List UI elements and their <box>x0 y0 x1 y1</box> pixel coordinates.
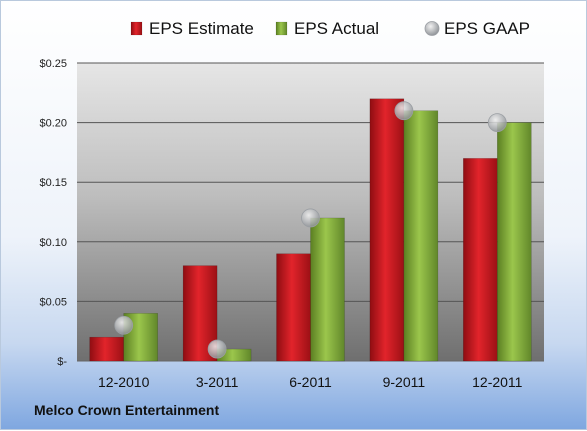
point-eps-gaap-3-2011 <box>207 339 227 359</box>
point-eps-gaap-9-2011 <box>394 101 414 121</box>
legend-swatch-eps-estimate <box>130 21 143 36</box>
x-tick-label: 6-2011 <box>289 374 332 390</box>
y-tick-label: $0.05 <box>39 296 67 308</box>
x-tick-label: 12-2011 <box>472 374 523 390</box>
point-eps-gaap-12-2010 <box>114 315 134 335</box>
point-eps-gaap-6-2011 <box>301 208 320 228</box>
y-tick-label: $- <box>57 356 67 368</box>
bar-eps-actual-12-2011 <box>497 122 532 362</box>
x-tick-label: 12-2010 <box>98 374 150 390</box>
legend-label-eps-estimate: EPS Estimate <box>149 19 254 38</box>
legend-swatch-eps-actual <box>275 21 288 36</box>
legend-label-eps-gaap: EPS GAAP <box>444 19 530 38</box>
legend-swatch-eps-gaap <box>424 21 440 36</box>
y-tick-labels: $- $0.05 $0.10 $0.15 $0.20 $0.25 <box>39 58 67 368</box>
bar-eps-estimate-9-2011 <box>369 98 405 362</box>
bar-eps-actual-9-2011 <box>403 110 439 362</box>
bar-eps-estimate-6-2011 <box>276 253 311 362</box>
point-eps-gaap-12-2011 <box>487 113 507 132</box>
y-tick-label: $0.25 <box>39 58 67 70</box>
bar-eps-actual-6-2011 <box>310 217 345 362</box>
y-tick-label: $0.15 <box>39 177 67 189</box>
legend: EPS Estimate EPS Actual EPS GAAP <box>130 19 530 38</box>
x-tick-label: 3-2011 <box>196 374 239 390</box>
company-label: Melco Crown Entertainment <box>34 402 220 418</box>
points-layer <box>114 101 507 359</box>
x-tick-label: 9-2011 <box>383 374 426 390</box>
bar-eps-estimate-12-2011 <box>463 158 498 362</box>
bar-eps-estimate-12-2010 <box>89 336 124 362</box>
x-tick-labels: 12-2010 3-2011 6-2011 9-2011 12-2011 <box>98 374 523 390</box>
y-tick-label: $0.10 <box>39 237 67 249</box>
legend-label-eps-actual: EPS Actual <box>294 19 379 38</box>
y-tick-label: $0.20 <box>39 118 67 130</box>
bars-layer <box>89 98 532 362</box>
